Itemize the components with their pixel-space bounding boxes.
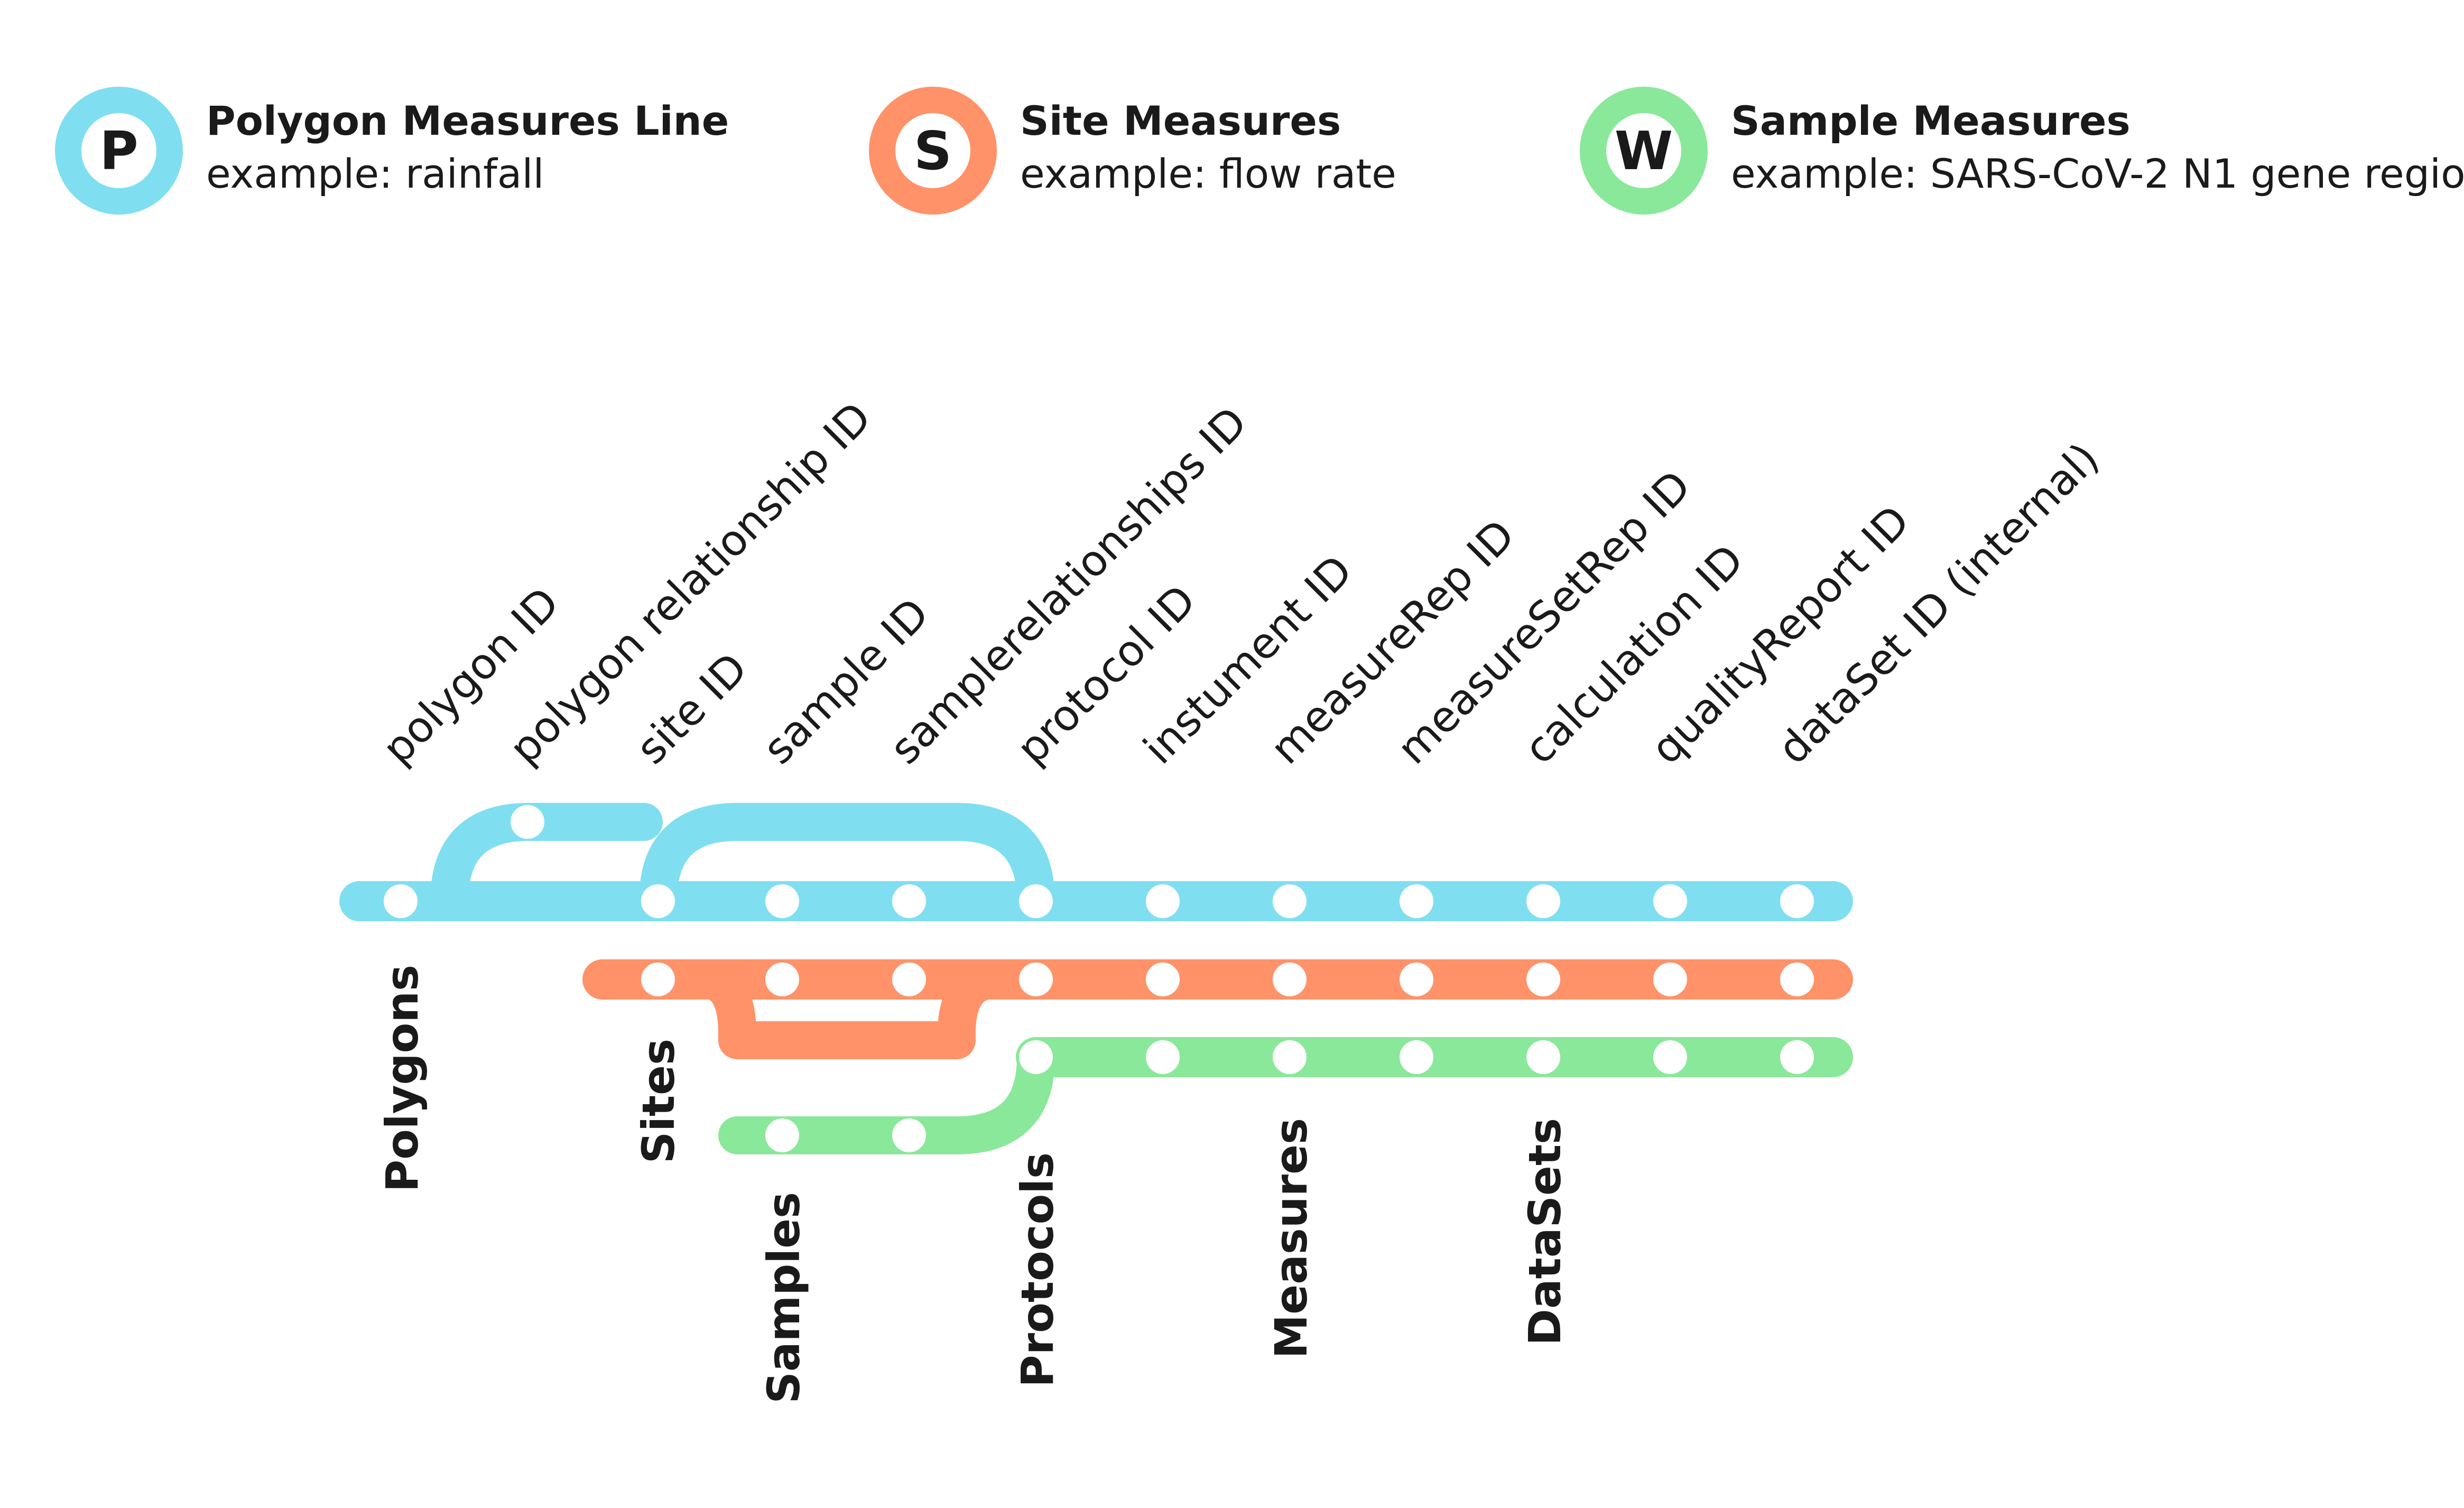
stop-site-measuresetrep-id xyxy=(1400,963,1433,996)
stop-sample-dataset-id xyxy=(1780,1040,1814,1074)
polygon-line xyxy=(339,803,1853,921)
stop-sample-measurerep-id xyxy=(1273,1040,1307,1074)
table-label-polygons: Polygons xyxy=(376,965,428,1192)
table-label-protocols: Protocols xyxy=(1012,1152,1063,1387)
stop-polygon-dataset-id xyxy=(1780,884,1814,918)
stop-site-instument-id xyxy=(1146,963,1180,996)
legend-polygon-ring xyxy=(55,87,183,215)
sample-line-branch xyxy=(718,1038,1055,1154)
legend-item-polygon: P Polygon Measures Line example: rainfal… xyxy=(55,87,729,215)
legend-polygon-title: Polygon Measures Line xyxy=(206,97,729,144)
stop-site-qualityreport-id xyxy=(1653,963,1687,996)
legend-sample-ring xyxy=(1580,87,1708,215)
stop-sample-samplerelationships-id xyxy=(892,1118,926,1152)
legend-sample-title: Sample Measures xyxy=(1731,97,2130,144)
stop-polygon-site-id xyxy=(641,884,675,918)
site-line-branch xyxy=(684,960,1015,1059)
site-line xyxy=(582,959,1853,1059)
stop-sample-calculation-id xyxy=(1526,1040,1560,1074)
stop-site-measurerep-id xyxy=(1273,963,1307,996)
stop-sample-qualityreport-id xyxy=(1653,1040,1687,1074)
table-label-samples: Samples xyxy=(758,1192,810,1404)
stop-site-site-id xyxy=(641,963,675,996)
legend-polygon-example: example: rainfall xyxy=(206,150,544,197)
stop-sample-measuresetrep-id xyxy=(1400,1040,1433,1074)
legend-site-example: example: flow rate xyxy=(1020,150,1396,197)
table-label-measures: Measures xyxy=(1265,1118,1317,1358)
stop-polygon-measuresetrep-id xyxy=(1400,884,1433,918)
stop-polygon-calculation-id xyxy=(1526,884,1560,918)
stop-polygon-samplerelationships-id xyxy=(892,884,926,918)
label-site-id: site ID xyxy=(627,643,757,773)
column-labels: polygon ID polygon relationship ID site … xyxy=(373,393,2108,774)
stop-site-dataset-id xyxy=(1780,963,1814,996)
stop-sample-instument-id xyxy=(1146,1040,1180,1074)
legend-item-sample: W Sample Measures example: SARS-CoV-2 N1… xyxy=(1580,87,2464,215)
stop-polygon-polygon-id xyxy=(384,884,418,918)
stop-polygon-measurerep-id xyxy=(1273,884,1307,918)
polygon-line-branch-site xyxy=(639,803,1055,920)
legend-item-site: S Site Measures example: flow rate xyxy=(869,87,1396,215)
stop-polygon-protocol-id xyxy=(1019,884,1053,918)
legend-sample-example: example: SARS-CoV-2 N1 gene region xyxy=(1731,150,2464,197)
stop-site-protocol-id xyxy=(1019,963,1053,996)
stop-polygon-relationship xyxy=(511,805,544,839)
table-label-sites: Sites xyxy=(633,1039,684,1163)
stop-polygon-sample-id xyxy=(765,884,799,918)
legend-site-title: Site Measures xyxy=(1020,97,1341,144)
legend: P Polygon Measures Line example: rainfal… xyxy=(55,87,2464,215)
stop-site-sample-id xyxy=(765,963,799,996)
legend-site-letter: S xyxy=(914,120,952,182)
label-calculation-id: calculation ID xyxy=(1515,535,1753,773)
stop-polygon-instument-id xyxy=(1146,884,1180,918)
table-labels: Polygons Sites Samples Protocols Measure… xyxy=(376,965,1571,1404)
legend-polygon-letter: P xyxy=(99,120,138,182)
stops xyxy=(384,805,1814,1152)
legend-sample-letter: W xyxy=(1615,120,1673,182)
stop-sample-protocol-id xyxy=(1019,1040,1053,1074)
table-label-datasets: DataSets xyxy=(1519,1118,1571,1346)
legend-site-ring xyxy=(869,87,997,215)
stop-site-calculation-id xyxy=(1526,963,1560,996)
stop-site-samplerelationships-id xyxy=(892,963,926,996)
stop-polygon-qualityreport-id xyxy=(1653,884,1687,918)
stop-sample-sample-id xyxy=(765,1118,799,1152)
